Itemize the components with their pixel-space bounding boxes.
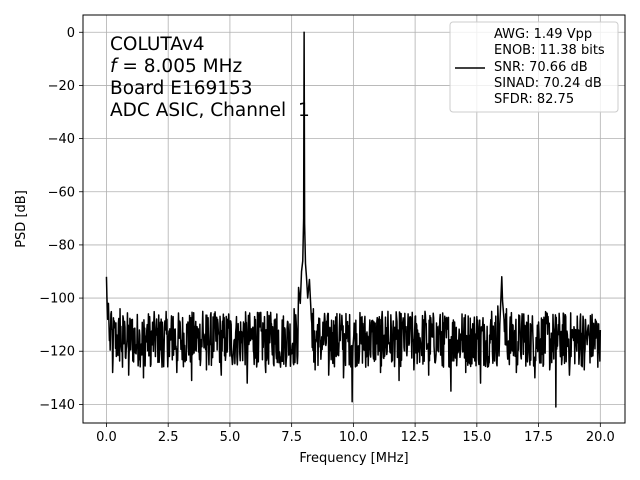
x-axis-label: Frequency [MHz]	[299, 451, 408, 466]
y-tick-label: −80	[48, 238, 75, 253]
x-tick-label: 0.0	[96, 430, 117, 445]
legend: AWG: 1.49 Vpp ENOB: 11.38 bits SNR: 70.6…	[449, 21, 619, 113]
x-tick-label: 2.5	[158, 430, 179, 445]
annotation-block: COLUTAv4 f = 8.005 MHz Board E169153 ADC…	[110, 34, 310, 121]
legend-sinad: SINAD: 70.24 dB	[494, 76, 602, 91]
x-tick-label: 12.5	[401, 430, 430, 445]
grid	[83, 15, 625, 423]
legend-snr: SNR: 70.66 dB	[494, 60, 588, 75]
y-tick-label: −60	[48, 185, 75, 200]
psd-line	[105, 31, 602, 408]
legend-box	[449, 21, 619, 113]
y-tick-label: −120	[39, 345, 75, 360]
ticks: 0.0 2.5 5.0 7.5 10.0 12.5 15.0 17.5 20.0 0 −20 −40 −…	[39, 26, 615, 445]
y-tick-label: −20	[48, 79, 75, 94]
y-tick-label: −40	[48, 132, 75, 147]
plot-frame	[82, 14, 626, 424]
y-axis-label: PSD [dB]	[14, 190, 29, 248]
series-layer	[105, 31, 602, 408]
annotation-title: COLUTAv4	[110, 34, 205, 55]
frequency-symbol: f	[110, 56, 119, 77]
annotation-frequency: f = 8.005 MHz	[110, 56, 242, 77]
frequency-value: = 8.005 MHz	[117, 56, 243, 77]
y-tick-label: −140	[39, 398, 75, 413]
legend-sfdr: SFDR: 82.75	[494, 92, 574, 107]
legend-enob: ENOB: 11.38 bits	[494, 43, 605, 58]
legend-awg: AWG: 1.49 Vpp	[494, 27, 592, 42]
x-tick-label: 5.0	[220, 430, 241, 445]
x-tick-label: 7.5	[281, 430, 302, 445]
x-tick-label: 17.5	[524, 430, 553, 445]
annotation-board: Board E169153	[110, 78, 253, 99]
x-tick-label: 15.0	[462, 430, 491, 445]
y-tick-label: 0	[67, 26, 75, 41]
x-tick-label: 20.0	[586, 430, 615, 445]
x-tick-label: 10.0	[339, 430, 368, 445]
y-tick-label: −100	[39, 292, 75, 307]
annotation-channel: ADC ASIC, Channel 1	[110, 100, 310, 121]
